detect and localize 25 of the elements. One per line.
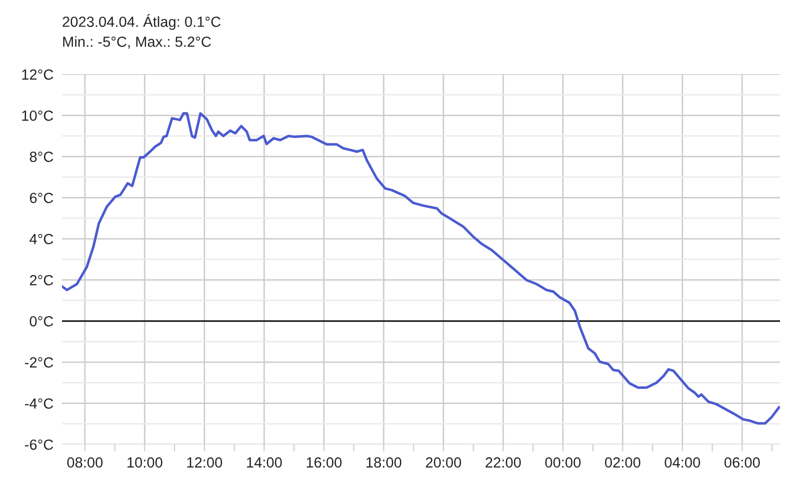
x-tick-label: 16:00 — [306, 457, 342, 468]
y-tick-label: 0°C — [30, 316, 54, 326]
y-tick-label: -6°C — [24, 440, 54, 450]
y-tick-label: -2°C — [24, 357, 54, 368]
x-tick-label: 04:00 — [664, 457, 700, 468]
y-tick-label: 4°C — [30, 234, 54, 244]
x-tick-label: 22:00 — [486, 457, 521, 468]
x-tick-label: 00:00 — [545, 457, 581, 468]
x-tick-label: 08:00 — [67, 457, 103, 468]
x-tick-label: 06:00 — [724, 457, 760, 468]
y-tick-label: 2°C — [30, 275, 54, 286]
x-tick-label: 02:00 — [604, 457, 640, 468]
x-tick-label: 12:00 — [187, 457, 222, 468]
y-tick-label: 12°C — [22, 69, 54, 80]
y-tick-label: 8°C — [30, 152, 54, 162]
chart-subtitle: Min.: -5°C, Max.: 5.2°C — [63, 36, 211, 49]
chart-title: 2023.04.04. Átlag: 0.1°C — [62, 14, 221, 30]
x-tick-label: 14:00 — [247, 457, 282, 468]
y-tick-label: -4°C — [24, 398, 54, 409]
y-tick-label: 10°C — [22, 110, 54, 121]
x-tick-label: 20:00 — [426, 457, 462, 468]
line-series — [62, 112, 780, 425]
y-tick-label: 6°C — [30, 192, 54, 204]
x-tick-label: 10:00 — [128, 457, 162, 468]
x-tick-label: 18:00 — [366, 457, 402, 468]
